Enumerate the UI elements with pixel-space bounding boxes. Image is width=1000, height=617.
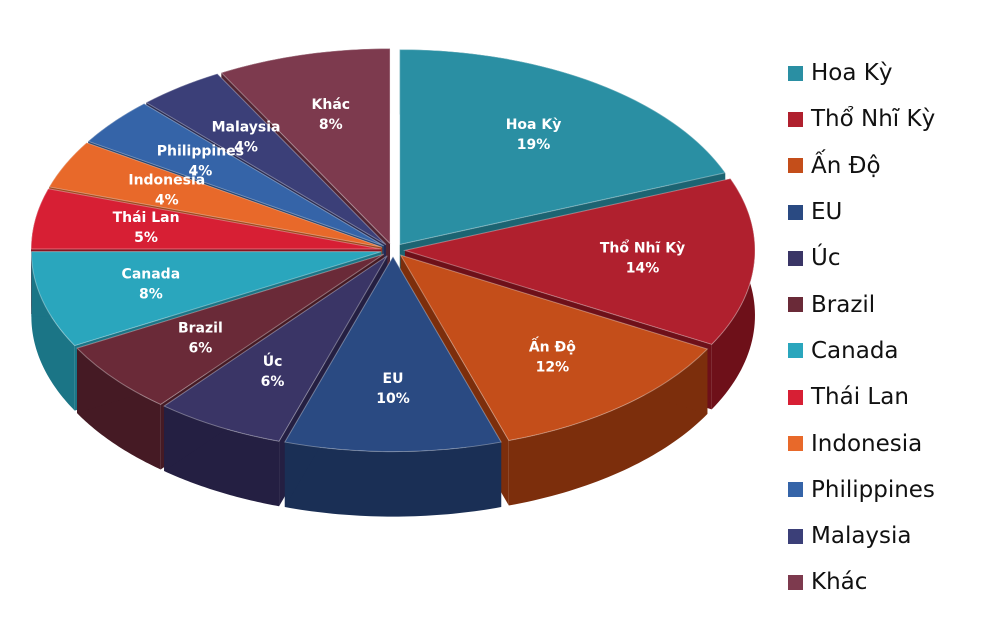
- legend-item-eu: EU: [788, 189, 993, 235]
- legend-swatch: [788, 343, 803, 359]
- slice-tops: [30, 48, 756, 453]
- legend-swatch: [788, 389, 803, 405]
- legend-item-khac: Khác: [788, 559, 993, 605]
- slice-tho-nhi-ky: [403, 178, 756, 345]
- slice-side-canada: [31, 251, 75, 411]
- legend-item-malaysia: Malaysia: [788, 513, 993, 559]
- legend-label: Ấn Độ: [811, 152, 881, 179]
- legend-swatch: [788, 111, 803, 127]
- slice-label-eu: EU: [383, 371, 404, 387]
- legend-label: Indonesia: [811, 430, 923, 457]
- slice-khac: [220, 48, 391, 245]
- legend-swatch: [788, 65, 803, 81]
- legend-label: Thái Lan: [811, 384, 909, 411]
- slice-value-malaysia: 4%: [234, 139, 258, 155]
- slice-label-indonesia: Indonesia: [128, 173, 205, 189]
- legend-swatch: [788, 297, 803, 313]
- slice-value-thai-lan: 5%: [134, 230, 158, 246]
- slice-thai-lan: [30, 188, 382, 250]
- slice-label-brazil: Brazil: [178, 321, 223, 337]
- legend: Hoa Kỳ Thổ Nhĩ Kỳ Ấn Độ EU Úc Brazil Canada Thá…: [788, 50, 993, 606]
- legend-swatch: [788, 250, 803, 266]
- slice-value-canada: 8%: [139, 287, 163, 303]
- slice-label-tho-nhi-ky: Thổ Nhĩ Kỳ: [600, 240, 685, 257]
- slice-philippines: [87, 103, 385, 247]
- slice-labels: Hoa Kỳ 19% Thổ Nhĩ Kỳ 14% Ấn Độ 12% EU 10% Úc 6% B…: [113, 97, 686, 407]
- slice-value-khac: 8%: [319, 117, 343, 133]
- slice-uc: [163, 255, 388, 442]
- legend-label: Brazil: [811, 291, 876, 318]
- slice-canada: [30, 251, 382, 347]
- legend-swatch: [788, 204, 803, 220]
- slice-label-philippines: Philippines: [157, 143, 244, 159]
- slice-label-khac: Khác: [312, 97, 351, 113]
- pie-chart-svg: Hoa Kỳ 19% Thổ Nhĩ Kỳ 14% Ấn Độ 12% EU 10% Úc 6% B…: [30, 48, 756, 517]
- legend-item-tho-nhi-ky: Thổ Nhĩ Kỳ: [788, 96, 993, 142]
- slice-label-uc: Úc: [263, 352, 283, 370]
- slice-value-brazil: 6%: [188, 341, 212, 357]
- slice-an-do: [399, 254, 709, 442]
- legend-item-indonesia: Indonesia: [788, 420, 993, 466]
- slice-value-an-do: 12%: [536, 359, 570, 375]
- legend-label: Malaysia: [811, 523, 912, 550]
- legend-label: Úc: [811, 245, 841, 272]
- slice-hoa-ky: [399, 49, 727, 246]
- slice-eu: [284, 255, 502, 453]
- slice-value-uc: 6%: [261, 374, 285, 390]
- slice-value-philippines: 4%: [188, 163, 212, 179]
- slice-value-eu: 10%: [376, 391, 410, 407]
- legend-swatch: [788, 528, 803, 544]
- legend-label: Hoa Kỳ: [811, 60, 893, 87]
- legend-swatch: [788, 158, 803, 174]
- legend-swatch: [788, 436, 803, 452]
- slice-value-tho-nhi-ky: 14%: [626, 261, 660, 277]
- legend-item-canada: Canada: [788, 328, 993, 374]
- legend-item-an-do: Ấn Độ: [788, 143, 993, 189]
- slice-label-hoa-ky: Hoa Kỳ: [506, 117, 562, 133]
- legend-swatch: [788, 574, 803, 590]
- slice-label-malaysia: Malaysia: [212, 119, 281, 135]
- slice-value-indonesia: 4%: [155, 193, 179, 209]
- slice-indonesia: [48, 142, 383, 248]
- legend-item-hoa-ky: Hoa Kỳ: [788, 50, 993, 96]
- legend-label: Philippines: [811, 476, 935, 503]
- slice-value-hoa-ky: 19%: [517, 137, 551, 153]
- slice-side-eu: [284, 442, 502, 517]
- slice-brazil: [76, 253, 385, 406]
- legend-label: Thổ Nhĩ Kỳ: [811, 106, 936, 133]
- legend-label: EU: [811, 199, 843, 226]
- legend-item-uc: Úc: [788, 235, 993, 281]
- legend-item-brazil: Brazil: [788, 281, 993, 327]
- slice-label-canada: Canada: [122, 267, 181, 283]
- legend-item-thai-lan: Thái Lan: [788, 374, 993, 420]
- slice-label-an-do: Ấn Độ: [529, 335, 576, 355]
- legend-item-philippines: Philippines: [788, 467, 993, 513]
- legend-swatch: [788, 482, 803, 498]
- legend-label: Khác: [811, 569, 868, 596]
- legend-label: Canada: [811, 337, 899, 364]
- slice-malaysia: [145, 73, 387, 246]
- slice-label-thai-lan: Thái Lan: [113, 210, 180, 226]
